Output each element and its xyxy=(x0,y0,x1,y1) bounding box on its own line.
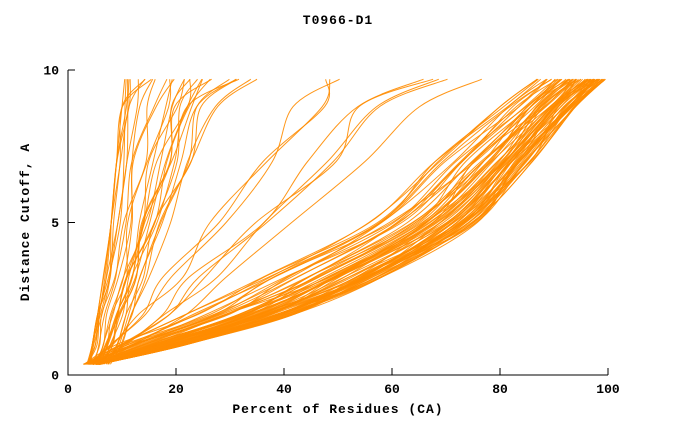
model-curve xyxy=(89,79,126,365)
model-curve xyxy=(98,78,590,365)
model-curve xyxy=(87,78,556,365)
model-curve xyxy=(92,78,574,365)
model-curve xyxy=(100,78,598,365)
model-curve xyxy=(94,79,156,365)
model-curve xyxy=(88,79,129,365)
model-curve xyxy=(84,78,542,365)
model-curve xyxy=(95,78,577,365)
model-curve xyxy=(92,78,579,365)
y-tick-label: 5 xyxy=(51,216,59,231)
x-axis-label: Percent of Residues (CA) xyxy=(232,402,444,417)
model-curve xyxy=(95,78,578,365)
model-curve xyxy=(95,78,582,365)
y-tick-label: 0 xyxy=(51,369,59,384)
model-curve xyxy=(95,79,185,365)
model-curve xyxy=(107,78,237,365)
x-tick-label: 40 xyxy=(276,382,292,397)
model-curve xyxy=(86,78,552,365)
model-curve xyxy=(86,79,331,365)
y-tick-label: 10 xyxy=(43,64,59,79)
model-curve xyxy=(99,78,595,365)
x-tick-label: 0 xyxy=(64,382,72,397)
chart-title: T0966-D1 xyxy=(302,13,374,28)
y-axis-label: Distance Cutoff, A xyxy=(18,142,33,302)
model-curve xyxy=(98,78,601,365)
x-tick-label: 100 xyxy=(596,382,620,397)
model-curve xyxy=(92,78,567,365)
x-tick-label: 20 xyxy=(168,382,184,397)
model-curve xyxy=(92,78,577,365)
model-curve xyxy=(99,78,203,365)
model-curve xyxy=(88,78,340,365)
model-curve xyxy=(85,78,552,365)
model-curve xyxy=(99,78,597,365)
model-curve xyxy=(83,78,548,365)
model-curve xyxy=(94,78,582,365)
model-curve xyxy=(90,78,570,365)
model-curve xyxy=(96,78,596,365)
model-curve xyxy=(99,78,595,365)
model-curve xyxy=(98,78,606,365)
model-curve xyxy=(92,78,569,365)
model-curve xyxy=(91,78,574,365)
model-curve xyxy=(99,79,172,365)
model-curve xyxy=(91,78,168,365)
model-curve xyxy=(107,78,230,365)
x-tick-label: 80 xyxy=(492,382,508,397)
model-curve xyxy=(92,78,574,365)
x-tick-label: 60 xyxy=(384,382,400,397)
model-curve xyxy=(98,78,598,365)
